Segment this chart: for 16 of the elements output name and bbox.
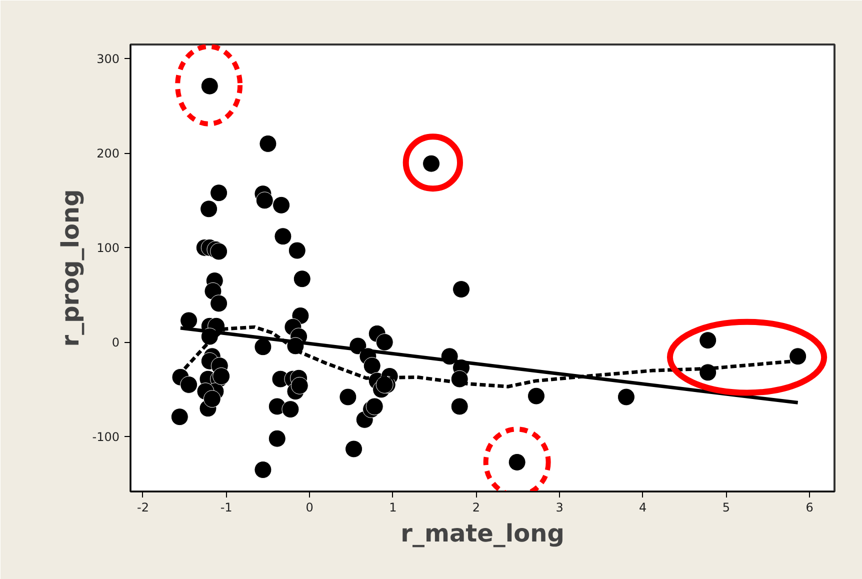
x-axis-title: r_mate_long [400,520,564,548]
y-tick-label: -100 [92,430,120,444]
x-tick-label: 3 [556,500,564,514]
x-tick-label: 5 [722,500,730,514]
y-tick-label: 0 [112,336,120,350]
y-tick-label: 200 [96,146,120,161]
y-tick-label: 300 [96,52,120,66]
y-tick-label: 100 [96,241,120,256]
x-tick-label: -1 [220,500,232,514]
x-tick-label: 6 [806,500,814,514]
x-tick-label: -2 [137,500,149,514]
x-tick-label: 0 [306,500,314,514]
x-tick-label: 4 [639,500,647,514]
x-tick-label: 2 [472,500,480,514]
y-axis-title: r_prog_long [56,189,84,347]
x-tick-label: 1 [389,500,397,514]
